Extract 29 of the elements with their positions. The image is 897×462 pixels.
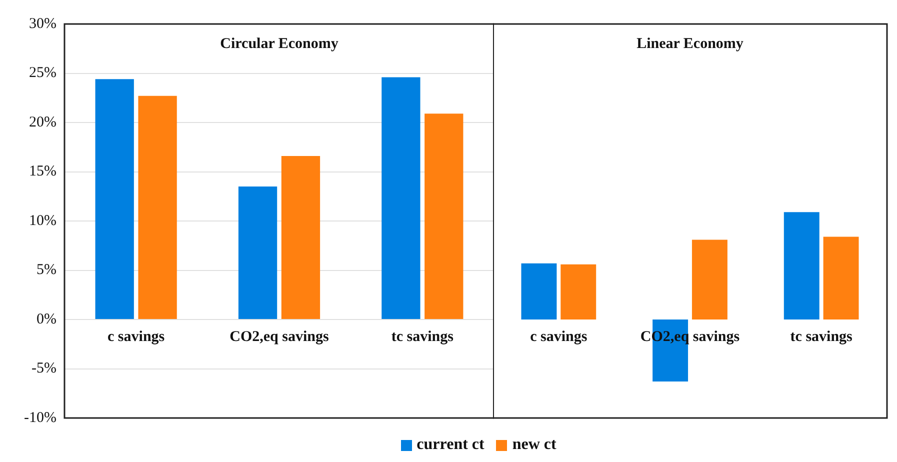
x-tick-label: tc savings [790,328,853,345]
text: Circular Economy [220,36,339,52]
y-tick-label: 15% [28,164,56,180]
y-tick-label: 5% [36,262,56,278]
bar [382,77,420,319]
x-tick-label: tc savings [391,328,454,345]
legend-label: new ct [512,436,556,454]
y-tick-label: -5% [31,360,56,377]
bar [560,264,596,320]
bar [424,114,464,319]
x-tick-label: c savings [108,328,165,345]
bar [238,186,278,319]
bar [823,236,859,320]
bar [784,212,820,320]
bar [281,156,320,319]
bar [95,79,134,319]
legend-label: current ct [416,436,484,454]
x-tick-label: c savings [530,328,588,345]
text: Linear Economy [636,36,744,52]
bar [521,263,557,320]
y-tick-label: 25% [28,65,56,82]
bar [138,96,177,319]
y-tick-label: -10% [24,410,56,426]
y-tick-label: 0% [36,311,56,328]
y-tick-label: 30% [28,16,56,32]
x-tick-label: CO2,eq savings [230,328,329,345]
y-tick-label: 20% [28,114,56,130]
y-tick-label: 10% [28,212,56,229]
bar [692,240,728,320]
